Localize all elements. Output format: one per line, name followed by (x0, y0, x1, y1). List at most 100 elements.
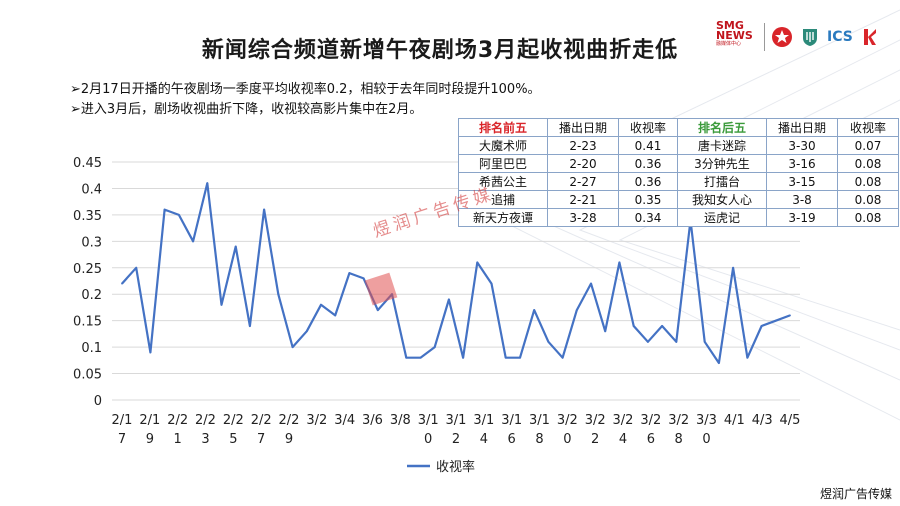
ranking-table-body: 排名前五 播出日期 收视率 排名后五 播出日期 收视率 大魔术师 2-23 0.41… (458, 118, 899, 227)
y-tick-label: 0.45 (73, 156, 102, 171)
summary-bullets: ➢2月17日开播的午夜剧场一季度平均收视率0.2，相较于去年同时段提升100%。… (70, 80, 541, 120)
data-point (718, 362, 720, 364)
x-tick-label-line2: 5 (229, 432, 237, 447)
x-tick-label: 4/5 (780, 413, 801, 428)
x-tick-label-line2: 2 (591, 432, 599, 447)
x-tick-label: 3/1 (418, 413, 439, 428)
table-cell: 0.08 (837, 190, 899, 209)
data-point (661, 325, 663, 327)
y-tick-label: 0.25 (73, 262, 102, 277)
table-cell: 0.08 (837, 172, 899, 191)
x-tick-label: 2/2 (195, 413, 216, 428)
table-cell: 3分钟先生 (677, 154, 767, 173)
data-point (675, 340, 678, 343)
smg-news-logo: SMG NEWS 融媒体中心 (716, 19, 758, 53)
table-cell: 2-21 (547, 190, 619, 209)
header-rating-2: 收视率 (837, 118, 899, 137)
x-tick-label: 3/2 (613, 413, 634, 428)
x-tick-label: 3/1 (529, 413, 550, 428)
table-cell: 3-30 (766, 136, 838, 155)
x-tick-label: 2/2 (251, 413, 272, 428)
data-point (192, 240, 194, 243)
x-tick-label-line2: 6 (647, 432, 655, 447)
x-tick-label: 3/6 (362, 413, 383, 428)
header-top-five: 排名前五 (458, 118, 548, 137)
smg-logo-subtext: 融媒体中心 (716, 41, 742, 47)
data-point (206, 182, 209, 185)
x-tick-label-line2: 0 (563, 432, 571, 447)
data-point (618, 261, 621, 264)
x-tick-label-line2: 8 (535, 432, 543, 447)
table-row: 追捕 2-21 0.35 我知女人心 3-8 0.08 (458, 190, 899, 209)
y-tick-label: 0.3 (81, 235, 102, 250)
data-point (405, 356, 408, 359)
table-cell: 0.36 (618, 172, 678, 191)
data-point (490, 282, 493, 285)
series-line-ratings (121, 182, 791, 365)
data-point (774, 319, 777, 322)
data-point (433, 346, 436, 349)
data-point (646, 340, 649, 343)
data-point (419, 356, 422, 359)
data-point (533, 309, 536, 311)
x-tick-label-line2: 1 (174, 432, 182, 447)
data-point (362, 277, 365, 280)
x-tick-label-line2: 6 (508, 432, 516, 447)
table-cell: 新天方夜谭 (458, 208, 548, 227)
page-title: 新闻综合频道新增午夜剧场3月起收视曲折走低 (0, 32, 900, 64)
data-point (277, 293, 280, 296)
legend-label: 收视率 (436, 459, 475, 475)
ranking-header-row: 排名前五 播出日期 收视率 排名后五 播出日期 收视率 (458, 118, 899, 137)
table-cell: 3-19 (766, 208, 838, 227)
x-tick-label-line2: 4 (619, 432, 627, 447)
x-tick-label: 3/2 (585, 413, 606, 428)
table-cell: 2-20 (547, 154, 619, 173)
table-cell: 追捕 (458, 190, 548, 209)
data-point (320, 303, 322, 306)
table-cell: 阿里巴巴 (458, 154, 548, 173)
data-point (376, 309, 379, 311)
bullet-1: ➢2月17日开播的午夜剧场一季度平均收视率0.2，相较于去年同时段提升100%。 (70, 82, 541, 97)
table-cell: 大魔术师 (458, 136, 548, 155)
header-rating: 收视率 (618, 118, 678, 137)
x-tick-label-line2: 0 (424, 432, 432, 447)
table-row: 希茜公主 2-27 0.36 打擂台 3-15 0.08 (458, 172, 899, 191)
table-cell: 3-28 (547, 208, 619, 227)
data-point (732, 266, 735, 269)
table-cell: 我知女人心 (677, 190, 767, 209)
ics-logo: ICS (827, 29, 853, 45)
table-cell: 0.36 (618, 154, 678, 173)
table-cell: 2-27 (547, 172, 619, 191)
y-tick-label: 0 (94, 394, 102, 409)
data-point (561, 356, 564, 359)
y-tick-label: 0.2 (81, 288, 102, 303)
red-star-logo-icon (772, 27, 792, 47)
y-tick-label: 0.15 (73, 315, 102, 330)
header-air-date-2: 播出日期 (766, 118, 838, 137)
data-point (476, 261, 479, 264)
x-tick-label-line2: 4 (480, 432, 488, 447)
x-tick-label-line2: 3 (201, 432, 209, 447)
table-row: 新天方夜谭 3-28 0.34 运虎记 3-19 0.08 (458, 208, 899, 227)
table-cell: 3-8 (766, 190, 838, 209)
logo-group: SMG NEWS 融媒体中心 ICS (716, 20, 881, 54)
x-tick-label: 2/2 (167, 413, 188, 428)
data-point (220, 303, 223, 306)
data-point (234, 245, 237, 248)
x-tick-label: 3/2 (557, 413, 578, 428)
table-cell: 0.41 (618, 136, 678, 155)
table-cell: 3-16 (766, 154, 838, 173)
data-point (135, 266, 138, 269)
data-point (547, 340, 550, 343)
k-logo-icon (863, 29, 876, 45)
table-cell: 0.34 (618, 208, 678, 227)
data-point (504, 356, 507, 359)
x-tick-label: 4/1 (724, 413, 745, 428)
x-tick-label: 3/1 (501, 413, 522, 428)
smg-logo-text: SMG NEWS (716, 19, 753, 42)
data-point (334, 314, 337, 317)
x-tick-label: 3/2 (668, 413, 689, 428)
x-tick-label-line2: 7 (257, 432, 265, 447)
footer-brand: 煜润广告传媒 (819, 487, 892, 501)
table-cell: 0.08 (837, 154, 899, 173)
